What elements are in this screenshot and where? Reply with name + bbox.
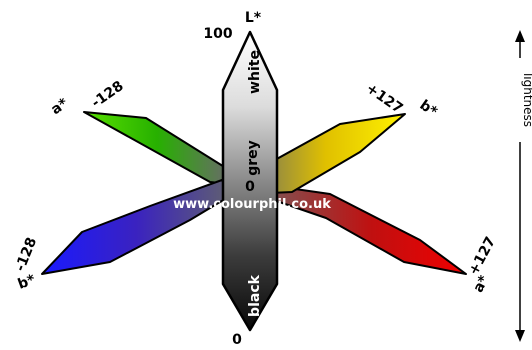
l-word-black: black (247, 274, 263, 317)
l-word-white: white (247, 50, 263, 94)
a-axis-pos-label: a* (470, 272, 492, 295)
b-axis-neg-value: -128 (12, 235, 40, 273)
l-axis-label: L* (245, 10, 262, 26)
a-axis-neg-value: -128 (89, 78, 127, 111)
b-axis (41, 113, 406, 275)
b-axis-pos-label: b* (417, 97, 441, 120)
l-word-grey: grey (245, 140, 261, 176)
lightness-side-label: lightness (521, 73, 532, 127)
arrow-down-icon (515, 330, 525, 342)
l-axis-bar (221, 30, 279, 332)
lightness-double-arrow (515, 30, 525, 342)
center-zero-label: 0 (245, 179, 255, 195)
watermark-text: www.colourphil.co.uk (173, 197, 331, 212)
b-axis-neg-label: b* (16, 272, 38, 293)
b-axis-blue-arm (41, 179, 231, 275)
a-axis-green-arm (83, 111, 231, 185)
l-axis-top-value: 100 (203, 26, 232, 42)
arrow-up-icon (515, 30, 525, 42)
a-axis-neg-label: a* (48, 95, 71, 118)
l-axis-bottom-value: 0 (232, 332, 242, 348)
a-axis-pos-value: +127 (466, 234, 499, 278)
b-axis-pos-value: +127 (363, 80, 406, 117)
